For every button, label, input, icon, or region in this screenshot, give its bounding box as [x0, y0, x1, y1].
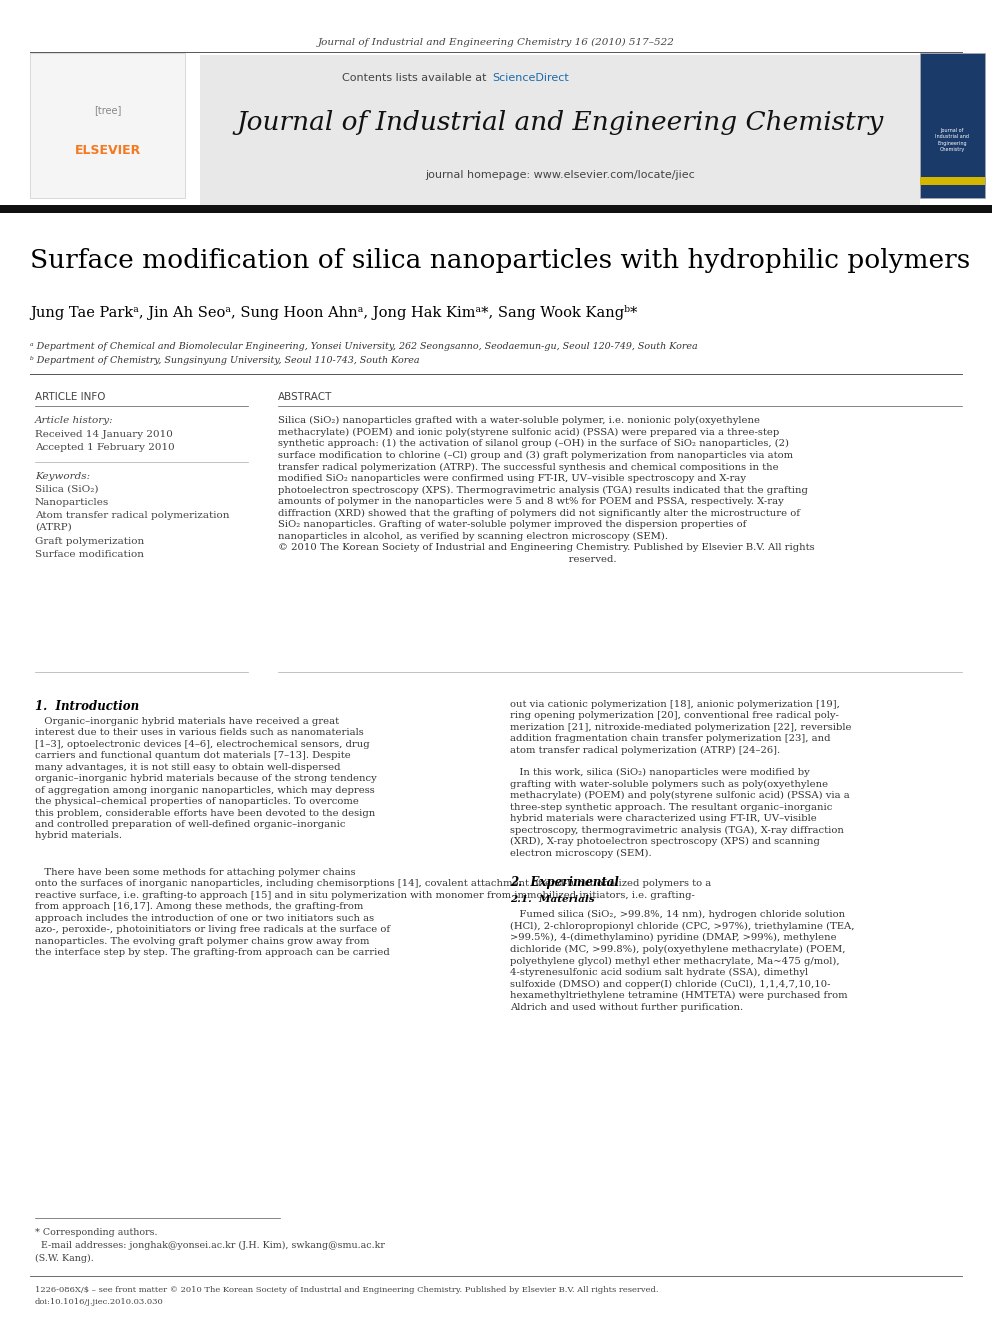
- Bar: [200, 56, 920, 210]
- Text: Surface modification of silica nanoparticles with hydrophilic polymers: Surface modification of silica nanoparti…: [30, 247, 970, 273]
- Text: doi:10.1016/j.jiec.2010.03.030: doi:10.1016/j.jiec.2010.03.030: [35, 1298, 164, 1306]
- Text: Silica (SiO₂): Silica (SiO₂): [35, 486, 98, 493]
- Text: 1226-086X/$ – see front matter © 2010 The Korean Society of Industrial and Engin: 1226-086X/$ – see front matter © 2010 Th…: [35, 1286, 659, 1294]
- Text: Accepted 1 February 2010: Accepted 1 February 2010: [35, 443, 175, 452]
- Text: Organic–inorganic hybrid materials have received a great
interest due to their u: Organic–inorganic hybrid materials have …: [35, 717, 377, 840]
- Text: out via cationic polymerization [18], anionic polymerization [19],
ring opening : out via cationic polymerization [18], an…: [510, 700, 851, 755]
- Text: ᵇ Department of Chemistry, Sungsinyung University, Seoul 110-743, South Korea: ᵇ Department of Chemistry, Sungsinyung U…: [30, 356, 420, 365]
- Text: Nanoparticles: Nanoparticles: [35, 497, 109, 507]
- Text: Silica (SiO₂) nanoparticles grafted with a water-soluble polymer, i.e. nonionic : Silica (SiO₂) nanoparticles grafted with…: [278, 415, 814, 564]
- Bar: [0, 205, 992, 213]
- Text: Keywords:: Keywords:: [35, 472, 90, 482]
- Text: There have been some methods for attaching polymer chains
onto the surfaces of i: There have been some methods for attachi…: [35, 868, 711, 957]
- Text: 1.  Introduction: 1. Introduction: [35, 700, 139, 713]
- Text: * Corresponding authors.: * Corresponding authors.: [35, 1228, 158, 1237]
- Text: journal homepage: www.elsevier.com/locate/jiec: journal homepage: www.elsevier.com/locat…: [426, 169, 694, 180]
- Bar: [920, 53, 985, 198]
- Text: ScienceDirect: ScienceDirect: [492, 73, 568, 83]
- Text: Surface modification: Surface modification: [35, 550, 144, 560]
- Text: Journal of Industrial and Engineering Chemistry: Journal of Industrial and Engineering Ch…: [236, 110, 884, 135]
- Text: Article history:: Article history:: [35, 415, 114, 425]
- Text: Graft polymerization: Graft polymerization: [35, 537, 144, 546]
- Text: (S.W. Kang).: (S.W. Kang).: [35, 1254, 94, 1263]
- Text: ᵃ Department of Chemical and Biomolecular Engineering, Yonsei University, 262 Se: ᵃ Department of Chemical and Biomolecula…: [30, 343, 697, 351]
- Text: ELSEVIER: ELSEVIER: [74, 143, 141, 156]
- Text: Received 14 January 2010: Received 14 January 2010: [35, 430, 173, 439]
- Text: Jung Tae Parkᵃ, Jin Ah Seoᵃ, Sung Hoon Ahnᵃ, Jong Hak Kimᵃ*, Sang Wook Kangᵇ*: Jung Tae Parkᵃ, Jin Ah Seoᵃ, Sung Hoon A…: [30, 306, 638, 320]
- Text: Fumed silica (SiO₂, >99.8%, 14 nm), hydrogen chloride solution
(HCl), 2-chloropr: Fumed silica (SiO₂, >99.8%, 14 nm), hydr…: [510, 910, 854, 1012]
- Bar: [920, 177, 985, 185]
- Text: Journal of
Industrial and
Engineering
Chemistry: Journal of Industrial and Engineering Ch…: [935, 128, 969, 152]
- Text: Atom transfer radical polymerization
(ATRP): Atom transfer radical polymerization (AT…: [35, 511, 229, 531]
- Text: 2.  Experimental: 2. Experimental: [510, 876, 619, 889]
- Text: In this work, silica (SiO₂) nanoparticles were modified by
grafting with water-s: In this work, silica (SiO₂) nanoparticle…: [510, 767, 850, 859]
- Text: E-mail addresses: jonghak@yonsei.ac.kr (J.H. Kim), swkang@smu.ac.kr: E-mail addresses: jonghak@yonsei.ac.kr (…: [35, 1241, 385, 1250]
- Text: [tree]: [tree]: [94, 105, 122, 115]
- Text: ARTICLE INFO: ARTICLE INFO: [35, 392, 105, 402]
- Text: Contents lists available at: Contents lists available at: [342, 73, 490, 83]
- Text: ABSTRACT: ABSTRACT: [278, 392, 332, 402]
- Bar: [30, 53, 185, 198]
- Text: 2.1.  Materials: 2.1. Materials: [510, 894, 595, 904]
- Text: Journal of Industrial and Engineering Chemistry 16 (2010) 517–522: Journal of Industrial and Engineering Ch…: [317, 38, 675, 48]
